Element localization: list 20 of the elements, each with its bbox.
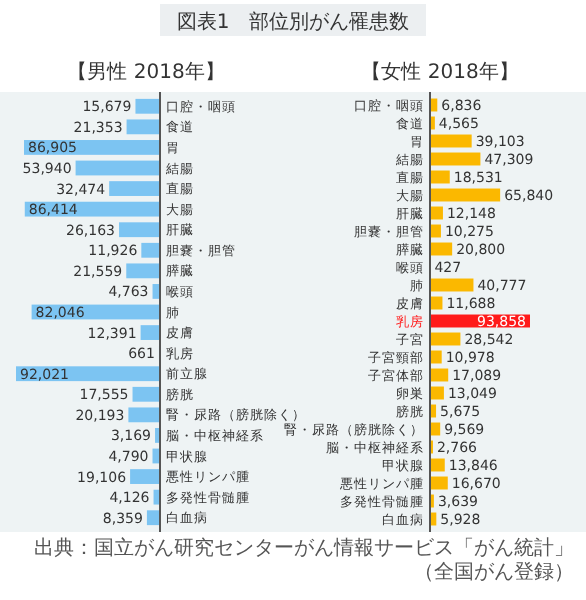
bar — [146, 510, 160, 526]
bar — [132, 386, 160, 402]
bar — [430, 152, 481, 166]
bar — [140, 325, 160, 340]
bar — [109, 181, 160, 196]
bar — [126, 263, 160, 279]
bar — [126, 119, 160, 135]
bar — [135, 98, 160, 114]
bar — [75, 160, 160, 176]
bar — [128, 407, 160, 423]
chart-subtitle: 【女性 2018年】 — [361, 60, 519, 84]
bar — [430, 278, 474, 292]
bar — [141, 242, 160, 258]
bar — [119, 222, 160, 238]
bar — [430, 134, 472, 148]
text: 図表1 部位別がん罹患数 — [176, 10, 410, 34]
chart-subtitle: 【男性 2018年】 — [67, 60, 225, 84]
source-note: 出典：国立がん研究センターがん情報サービス「がん統計」（全国がん登録） — [34, 536, 574, 584]
bar — [130, 469, 160, 484]
bar — [430, 188, 501, 202]
